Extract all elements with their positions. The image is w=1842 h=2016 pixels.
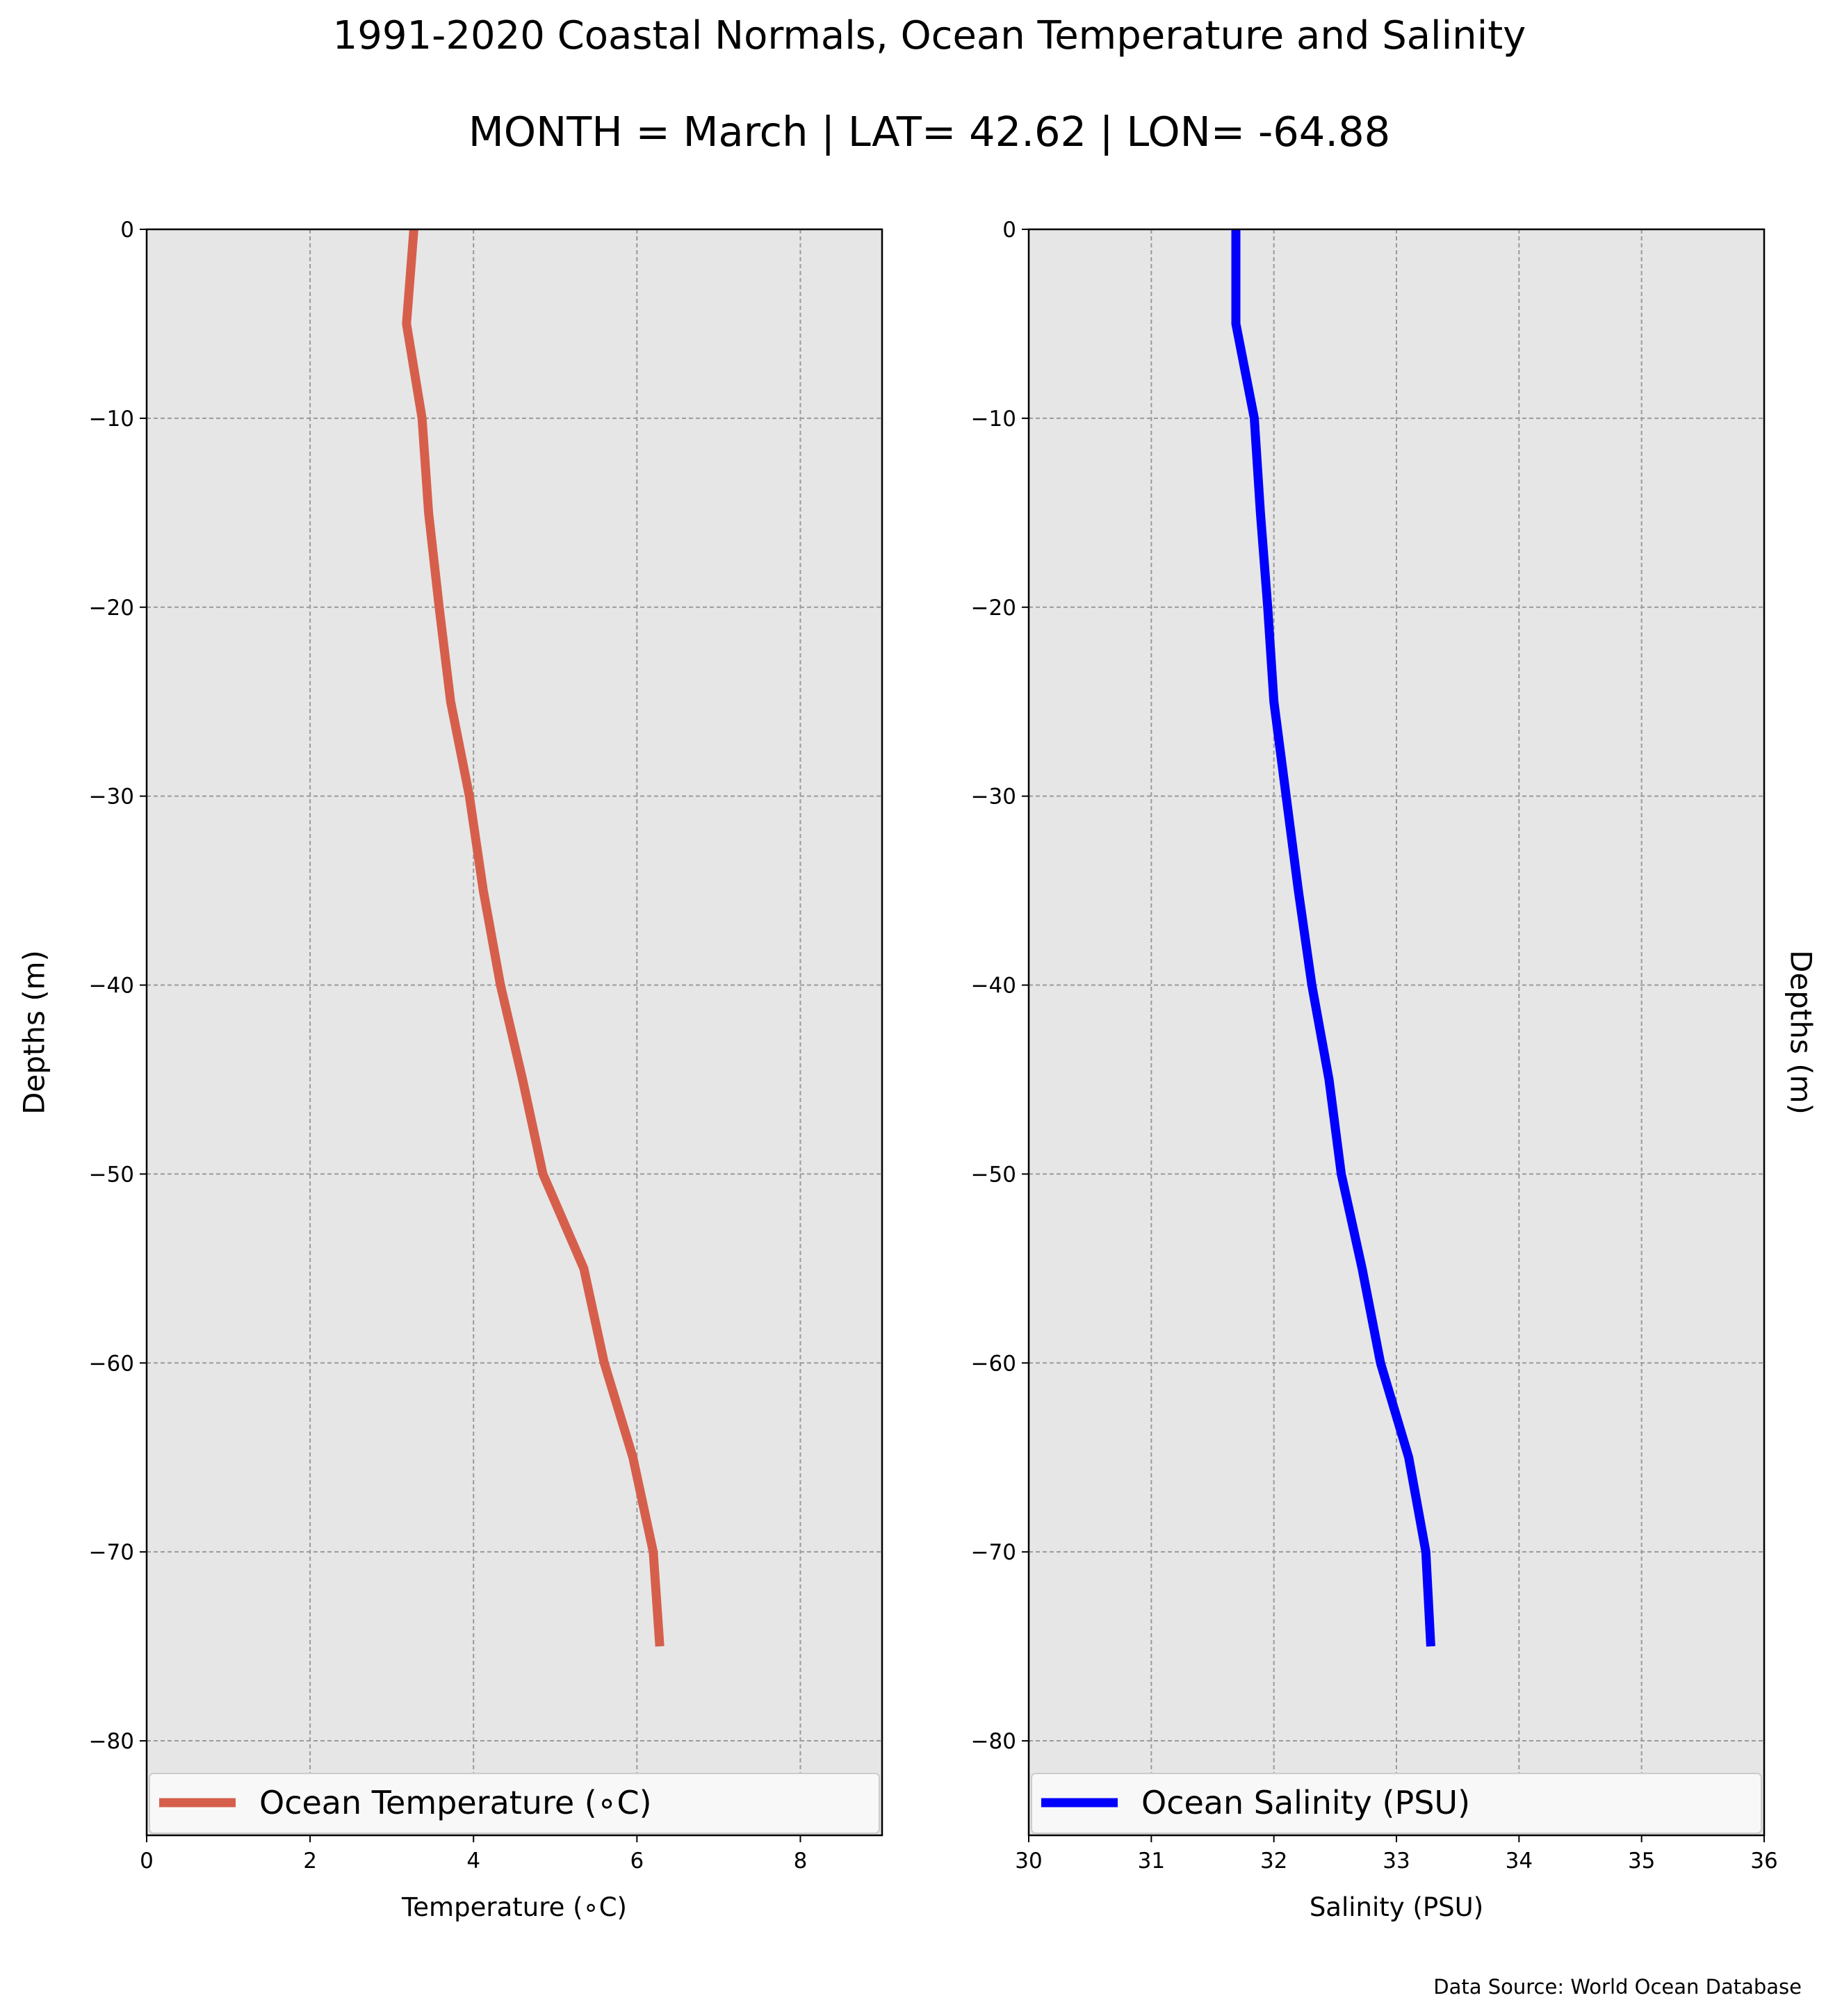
temperature-y-tick-label: −40 <box>89 974 134 999</box>
temperature-y-tick-label: −80 <box>89 1729 134 1754</box>
salinity-y-tick-label: −80 <box>971 1729 1016 1754</box>
temperature-y-axis-label: Depths (m) <box>17 950 51 1115</box>
chart-title: 1991-2020 Coastal Normals, Ocean Tempera… <box>333 13 1526 58</box>
temperature-y-tick-label: 0 <box>120 218 134 243</box>
salinity-x-tick-label: 35 <box>1628 1849 1655 1874</box>
chart-subtitle: MONTH = March | LAT= 42.62 | LON= -64.88 <box>468 108 1390 156</box>
temperature-y-tick-label: −60 <box>89 1351 134 1376</box>
temperature-axes-frame <box>145 228 883 1837</box>
salinity-x-tick-label: 30 <box>1015 1849 1042 1874</box>
temperature-x-tick-label: 4 <box>466 1849 480 1874</box>
salinity-x-axis-label: Salinity (PSU) <box>1310 1892 1483 1922</box>
temperature-x-tick-label: 2 <box>303 1849 317 1874</box>
salinity-y-tick-label: −50 <box>971 1162 1016 1187</box>
salinity-y-tick-label: −10 <box>971 407 1016 432</box>
salinity-x-tick-label: 33 <box>1383 1849 1410 1874</box>
salinity-x-tick-label: 31 <box>1138 1849 1165 1874</box>
temperature-profile-line <box>402 229 665 1647</box>
temperature-y-tick-label: −30 <box>89 785 134 810</box>
salinity-y-tick-label: 0 <box>1002 218 1016 243</box>
data-source-note: Data Source: World Ocean Database <box>1433 1975 1802 1999</box>
temperature-y-tick-label: −70 <box>89 1540 134 1565</box>
salinity-y-axis-label: Depths (m) <box>1784 950 1818 1115</box>
temperature-x-tick-label: 8 <box>794 1849 808 1874</box>
temperature-legend-label: Ocean Temperature (∘C) <box>259 1784 652 1821</box>
salinity-legend-box <box>1031 1773 1762 1834</box>
temperature-panel: Ocean Temperature (∘C) 0 2 4 6 8 0 −10 −20 −30 −40… <box>17 218 883 1922</box>
salinity-panel: Ocean Salinity (PSU) 30 31 32 33 34 35 36 0 −10 −2… <box>971 218 1818 1922</box>
temperature-x-tick-label: 0 <box>140 1849 154 1874</box>
temperature-y-tick-label: −10 <box>89 407 134 432</box>
salinity-y-tick-label: −40 <box>971 974 1016 999</box>
salinity-legend-label: Ocean Salinity (PSU) <box>1141 1784 1470 1821</box>
temperature-x-axis-label: Temperature (∘C) <box>401 1892 627 1922</box>
salinity-y-tick-label: −70 <box>971 1540 1016 1565</box>
salinity-y-tick-label: −30 <box>971 785 1016 810</box>
salinity-x-tick-label: 36 <box>1750 1849 1777 1874</box>
salinity-y-tick-label: −60 <box>971 1351 1016 1376</box>
temperature-legend-box <box>149 1773 880 1834</box>
salinity-x-tick-label: 34 <box>1506 1849 1533 1874</box>
temperature-y-tick-label: −20 <box>89 596 134 621</box>
temperature-x-tick-label: 6 <box>630 1849 644 1874</box>
salinity-profile-line <box>1231 229 1435 1647</box>
salinity-x-tick-label: 32 <box>1260 1849 1287 1874</box>
temperature-y-tick-label: −50 <box>89 1162 134 1187</box>
salinity-y-tick-label: −20 <box>971 596 1016 621</box>
temperature-legend: Ocean Temperature (∘C) <box>149 1773 880 1834</box>
salinity-legend: Ocean Salinity (PSU) <box>1031 1773 1762 1834</box>
